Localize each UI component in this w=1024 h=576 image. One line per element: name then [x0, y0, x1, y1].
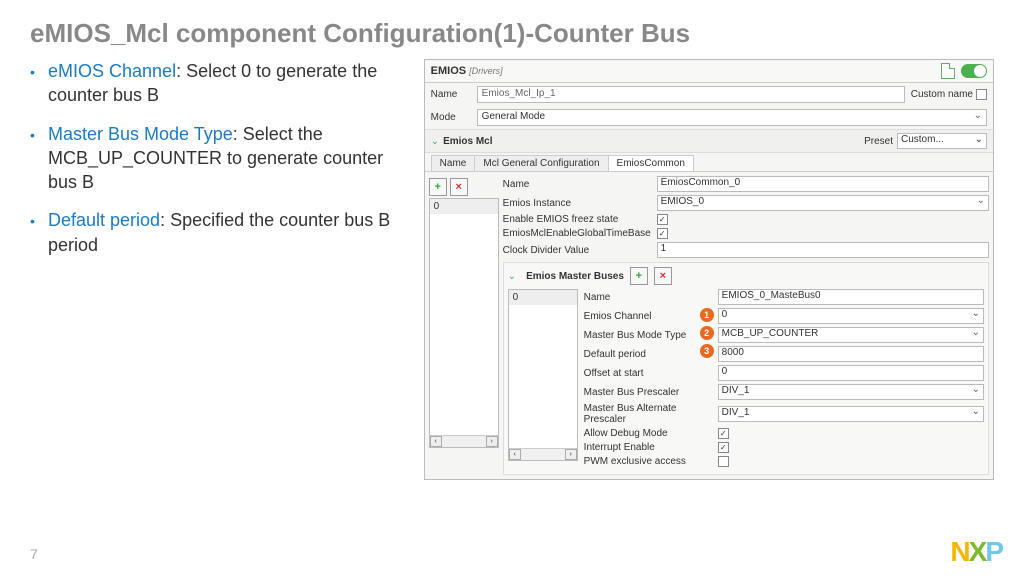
field-label: EmiosMclEnableGlobalTimeBase [503, 228, 653, 239]
mode-select[interactable]: General Mode [477, 109, 987, 126]
bus-name-input[interactable]: EMIOS_0_MasteBus0 [718, 289, 984, 305]
field-label: Enable EMIOS freez state [503, 214, 653, 225]
nxp-logo: NXP [950, 536, 1002, 568]
chevron-down-icon: ⌄ [431, 136, 439, 147]
chevron-down-icon: ⌄ [508, 271, 516, 282]
master-buses-section: ⌄ Emios Master Buses + × 0 ‹› NameEMIOS [503, 262, 989, 475]
callout-3: 3 [700, 344, 714, 358]
document-icon[interactable] [941, 63, 955, 79]
custom-name-checkbox[interactable] [976, 89, 987, 100]
enable-toggle[interactable] [961, 64, 987, 78]
scroll-right-icon[interactable]: › [486, 436, 498, 447]
config-panel: EMIOS [Drivers] Name Emios_Mcl_Ip_1 Cust… [424, 59, 994, 480]
channel-select[interactable]: 0 [718, 308, 984, 324]
instance-select[interactable]: EMIOS_0 [657, 195, 989, 211]
callout-1: 1 [700, 308, 714, 322]
alt-prescaler-select[interactable]: DIV_1 [718, 406, 984, 422]
section-title: Emios Mcl [443, 136, 492, 147]
panel-subtitle: [Drivers] [469, 66, 503, 76]
field-label: Master Bus Mode Type [584, 330, 714, 341]
tab-emioscommon[interactable]: EmiosCommon [608, 155, 694, 171]
field-label: Emios Channel [584, 311, 714, 322]
freeze-checkbox[interactable] [657, 214, 668, 225]
delete-button[interactable]: × [450, 178, 468, 196]
divider-input[interactable]: 1 [657, 242, 989, 258]
field-label: Default period [584, 349, 714, 360]
inner-add-button[interactable]: + [630, 267, 648, 285]
gtb-checkbox[interactable] [657, 228, 668, 239]
tab-general[interactable]: Mcl General Configuration [474, 155, 608, 171]
field-label: Allow Debug Mode [584, 428, 714, 439]
list-item[interactable]: 0 [430, 199, 498, 214]
preset-select[interactable]: Custom... [897, 133, 987, 149]
mode-label: Mode [431, 112, 471, 123]
period-input[interactable]: 8000 [718, 346, 984, 362]
bullet-column: eMIOS Channel: Select 0 to generate the … [30, 59, 424, 480]
list-item[interactable]: 0 [509, 290, 577, 305]
common-name-input[interactable]: EmiosCommon_0 [657, 176, 989, 192]
outer-list[interactable]: 0 ‹ › [429, 198, 499, 448]
field-label: Interrupt Enable [584, 442, 714, 453]
debug-checkbox[interactable] [718, 428, 729, 439]
preset-label: Preset [864, 136, 893, 147]
field-label: Master Bus Prescaler [584, 387, 714, 398]
section-header[interactable]: ⌄ Emios Mcl Preset Custom... [425, 129, 993, 153]
name-label: Name [431, 89, 471, 100]
scroll-right-icon[interactable]: › [565, 449, 577, 460]
field-label: Master Bus Alternate Prescaler [584, 403, 714, 425]
bullet-term: eMIOS Channel [48, 61, 176, 81]
panel-title: EMIOS [431, 65, 466, 77]
mode-type-select[interactable]: MCB_UP_COUNTER [718, 327, 984, 343]
name-input[interactable]: Emios_Mcl_Ip_1 [477, 86, 905, 103]
bullet-term: Master Bus Mode Type [48, 124, 233, 144]
page-number: 7 [30, 546, 38, 562]
field-label: PWM exclusive access [584, 456, 714, 467]
field-label: Emios Instance [503, 198, 653, 209]
add-button[interactable]: + [429, 178, 447, 196]
pwm-checkbox[interactable] [718, 456, 729, 467]
custom-name-label: Custom name [911, 89, 973, 100]
field-label: Offset at start [584, 368, 714, 379]
tab-name[interactable]: Name [431, 155, 476, 171]
bullet-item: Master Bus Mode Type: Select the MCB_UP_… [30, 122, 404, 195]
bullet-term: Default period [48, 210, 160, 230]
inner-delete-button[interactable]: × [654, 267, 672, 285]
prescaler-select[interactable]: DIV_1 [718, 384, 984, 400]
scroll-left-icon[interactable]: ‹ [430, 436, 442, 447]
interrupt-checkbox[interactable] [718, 442, 729, 453]
panel-header: EMIOS [Drivers] [425, 60, 993, 83]
inner-section-title: Emios Master Buses [526, 271, 624, 282]
field-label: Clock Divider Value [503, 245, 653, 256]
callout-2: 2 [700, 326, 714, 340]
offset-input[interactable]: 0 [718, 365, 984, 381]
bullet-item: eMIOS Channel: Select 0 to generate the … [30, 59, 404, 108]
field-label: Name [584, 292, 714, 303]
field-label: Name [503, 179, 653, 190]
tab-bar: Name Mcl General Configuration EmiosComm… [425, 153, 993, 172]
scroll-left-icon[interactable]: ‹ [509, 449, 521, 460]
inner-list[interactable]: 0 ‹ › [508, 289, 578, 461]
bullet-item: Default period: Specified the counter bu… [30, 208, 404, 257]
slide-title: eMIOS_Mcl component Configuration(1)-Cou… [0, 0, 1024, 59]
